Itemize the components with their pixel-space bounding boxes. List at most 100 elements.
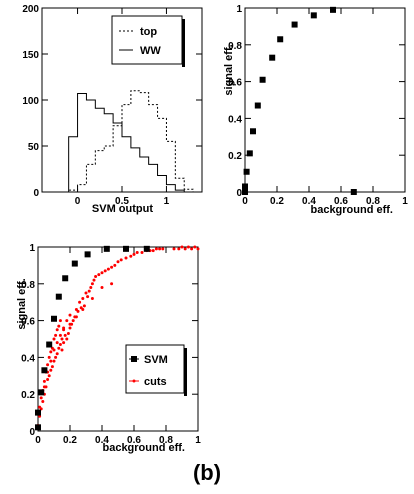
efficiency-panel-top: 0 0.2 0.4 0.6 0.8 1 0 0.2 0.4 0.6 0.8 1 background … [223,4,408,216]
efficiency-legend-cuts-label: cuts [144,376,167,388]
cuts-point [135,251,139,255]
cuts-point [186,245,190,249]
cuts-point [103,269,107,273]
cuts-point [90,297,94,301]
efficiency-top-x-tick-label: 0.6 [334,196,348,207]
efficiency-top-point [291,21,298,28]
efficiency-y-axis-label-top: signal eff. [223,44,235,95]
cuts-point [129,254,133,258]
cuts-point [60,348,64,352]
cuts-point [124,256,128,260]
cuts-point [97,273,101,277]
efficiency-ticks-bottom: 0 0.2 0.4 0.6 0.8 1 0 0.2 0.4 0.6 0.8 1 [21,243,201,446]
efficiency-y-axis-label-bottom: signal eff. [16,278,28,329]
efficiency-legend-shadow [184,348,187,396]
cuts-point [55,352,59,356]
efficiency-legend-box [125,344,185,394]
cuts-point [54,333,58,337]
cuts-point [76,309,80,313]
cuts-point [172,247,176,251]
cuts-point [58,319,62,323]
cuts-point [92,278,96,282]
efficiency-frame-bottom [37,246,199,432]
efficiency-top-x-tick-label: 1 [402,196,408,207]
cuts-point [183,247,187,251]
efficiency-bottom-x-tick-label: 1 [195,435,201,446]
histogram-legend-ww-label: WW [140,45,161,57]
cuts-point [119,258,123,262]
cuts-point [57,324,61,328]
efficiency-bottom-x-tick-label: 0 [35,435,41,446]
efficiency-x-axis-label-bottom: background eff. [102,442,185,454]
cuts-point [63,333,67,337]
cuts-point [100,285,104,289]
cuts-point [58,333,62,337]
cuts-point [52,348,56,352]
efficiency-top-y-tick-label: 0.8 [228,41,242,52]
efficiency-top-point [330,6,336,13]
cuts-point [193,245,197,249]
efficiency-frame-top [244,7,406,193]
histogram-y-tick-label: 150 [22,50,39,61]
efficiency-top-x-tick-label: 0 [242,196,248,207]
cuts-point [151,249,155,253]
cuts-point [42,385,46,389]
cuts-point [55,328,59,332]
efficiency-series-top [242,6,357,195]
cuts-point [47,355,51,359]
efficiency-top-point [254,102,261,109]
cuts-point [81,297,85,301]
efficiency-bottom-x-tick-label: 0.6 [127,435,141,446]
histogram-y-tick-label: 0 [33,188,39,199]
svm-point [123,245,129,252]
cuts-point [66,331,70,335]
efficiency-bottom-x-tick-label: 0.2 [63,435,77,446]
svm-point [35,409,41,416]
cuts-point [154,247,158,251]
histogram-top-series [50,90,194,193]
cuts-point [87,289,91,293]
efficiency-top-point [243,168,250,175]
histogram-ww-series [50,93,194,193]
cuts-point [47,374,51,378]
svm-point [71,260,78,267]
cuts-point [90,282,94,286]
histogram-x-axis-label: SVM output [92,203,153,215]
efficiency-bottom-y-tick-label: 0.2 [21,390,35,401]
efficiency-series-bottom [35,245,200,431]
histogram-x-tick-label: 0 [75,196,81,207]
histogram-legend: top WW [111,15,185,67]
cuts-point [39,396,43,400]
cuts-point [54,355,58,359]
histogram-x-tick-label: 1 [164,196,170,207]
cuts-point [158,247,162,251]
cuts-point [42,379,46,383]
efficiency-top-point [242,189,248,195]
cuts-point [49,368,53,372]
svm-point [103,245,110,252]
cuts-point [140,251,144,255]
cuts-point [116,260,120,264]
cuts-point [81,308,85,312]
cuts-point [84,291,88,295]
efficiency-top-y-tick-label: 0 [236,188,242,199]
efficiency-ticks-top: 0 0.2 0.4 0.6 0.8 1 0 0.2 0.4 0.6 0.8 1 [228,4,408,207]
cuts-point [94,274,98,278]
svm-point [62,275,69,282]
svm-point [46,341,53,348]
cuts-point [113,263,117,267]
cuts-point [57,346,61,350]
efficiency-bottom-y-tick-label: 0.6 [21,317,35,328]
efficiency-bottom-y-tick-label: 0 [29,427,35,438]
cuts-point [180,245,184,249]
cuts-point [68,322,72,326]
histogram-panel: 0 0.5 1 0 50 100 150 200 SVM output top WW [22,4,203,215]
svm-point [41,367,48,374]
cuts-point [55,341,59,345]
cuts-point [49,350,53,354]
efficiency-legend-cuts-swatch [132,379,136,383]
histogram-series [50,90,194,193]
cuts-point [58,343,62,347]
histogram-y-tick-label: 100 [22,96,39,107]
